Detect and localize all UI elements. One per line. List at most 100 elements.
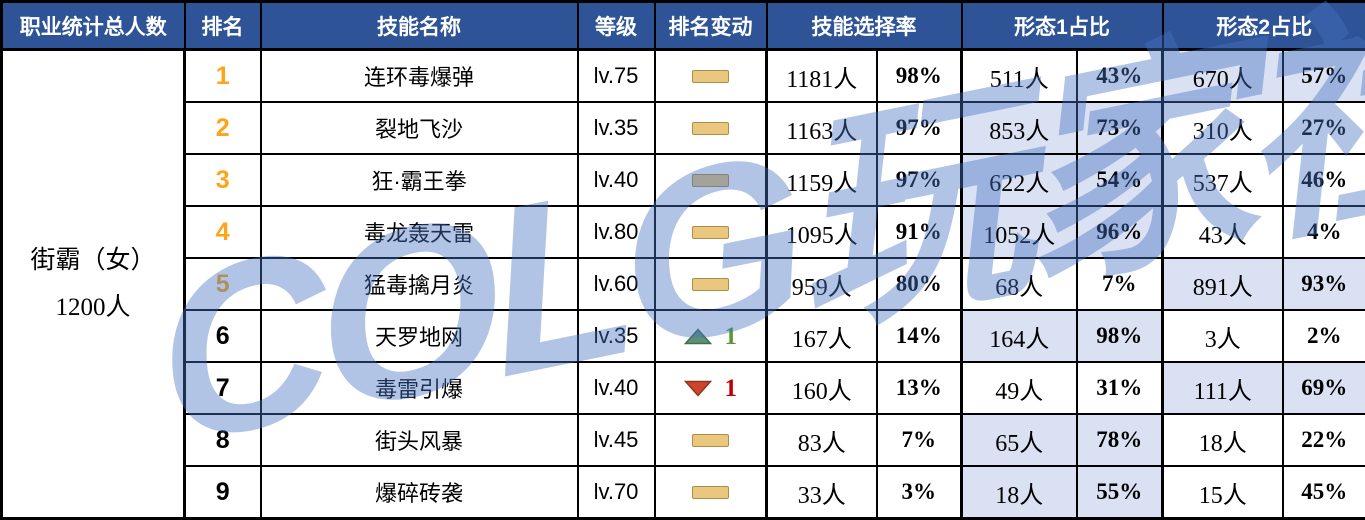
skill-name-cell: 狂·霸王拳 (261, 154, 578, 206)
rank-flat-icon (692, 486, 729, 499)
selection-count-cell: 167人 (767, 310, 877, 362)
rank-change-indicator (692, 486, 729, 499)
selection-count-cell: 160人 (767, 362, 877, 414)
rank-cell: 6 (185, 310, 261, 362)
rank-change-indicator (692, 434, 729, 447)
skill-name-cell: 天罗地网 (261, 310, 578, 362)
selection-pct-cell: 97% (877, 154, 962, 206)
rank-change-cell (655, 154, 767, 206)
skill-name-cell: 爆碎砖袭 (261, 466, 578, 519)
form1-pct-cell: 7% (1077, 258, 1163, 310)
form1-count-cell: 49人 (962, 362, 1077, 414)
header-class-total: 职业统计总人数 (2, 2, 185, 50)
rank-cell: 8 (185, 414, 261, 466)
form1-pct-cell: 78% (1077, 414, 1163, 466)
selection-count-cell: 33人 (767, 466, 877, 519)
rank-change-cell (655, 50, 767, 103)
form1-pct-cell: 96% (1077, 206, 1163, 258)
form1-count-cell: 18人 (962, 466, 1077, 519)
form2-count-cell: 111人 (1163, 362, 1283, 414)
form2-pct-cell: 69% (1283, 362, 1365, 414)
rank-change-indicator (692, 122, 729, 135)
form2-count-cell: 670人 (1163, 50, 1283, 103)
form1-count-cell: 622人 (962, 154, 1077, 206)
form2-pct-cell: 22% (1283, 414, 1365, 466)
selection-pct-cell: 91% (877, 206, 962, 258)
skill-statistics-page: { "header": { "class_total": "职业统计总人数", … (0, 0, 1365, 500)
class-name: 街霸（女） (3, 237, 183, 285)
rank-cell: 2 (185, 102, 261, 154)
form1-count-cell: 511人 (962, 50, 1077, 103)
form2-count-cell: 43人 (1163, 206, 1283, 258)
rank-change-cell (655, 414, 767, 466)
rank-change-value: 1 (725, 324, 738, 349)
selection-count-cell: 1181人 (767, 50, 877, 103)
rank-flat-icon (692, 434, 729, 447)
form1-pct-cell: 54% (1077, 154, 1163, 206)
form2-count-cell: 891人 (1163, 258, 1283, 310)
form1-pct-cell: 55% (1077, 466, 1163, 519)
rank-up-icon (684, 328, 712, 345)
level-cell: lv.75 (578, 50, 655, 103)
selection-pct-cell: 14% (877, 310, 962, 362)
form2-count-cell: 310人 (1163, 102, 1283, 154)
rank-change-cell: 1 (655, 310, 767, 362)
form2-pct-cell: 93% (1283, 258, 1365, 310)
rank-cell: 3 (185, 154, 261, 206)
selection-pct-cell: 3% (877, 466, 962, 519)
form2-pct-cell: 2% (1283, 310, 1365, 362)
level-cell: lv.70 (578, 466, 655, 519)
rank-flat-icon (692, 70, 729, 83)
selection-pct-cell: 7% (877, 414, 962, 466)
selection-count-cell: 1163人 (767, 102, 877, 154)
level-cell: lv.40 (578, 362, 655, 414)
rank-flat-icon (692, 122, 729, 135)
form1-pct-cell: 31% (1077, 362, 1163, 414)
rank-change-value: 1 (725, 376, 738, 401)
rank-change-cell (655, 102, 767, 154)
form2-count-cell: 537人 (1163, 154, 1283, 206)
rank-cell: 4 (185, 206, 261, 258)
header-form1-share: 形态1占比 (962, 2, 1163, 50)
level-cell: lv.45 (578, 414, 655, 466)
selection-pct-cell: 97% (877, 102, 962, 154)
form1-count-cell: 853人 (962, 102, 1077, 154)
rank-change-cell (655, 258, 767, 310)
form2-count-cell: 15人 (1163, 466, 1283, 519)
rank-cell: 7 (185, 362, 261, 414)
form2-count-cell: 18人 (1163, 414, 1283, 466)
form2-count-cell: 3人 (1163, 310, 1283, 362)
selection-pct-cell: 98% (877, 50, 962, 103)
rank-cell: 5 (185, 258, 261, 310)
level-cell: lv.35 (578, 102, 655, 154)
skill-name-cell: 裂地飞沙 (261, 102, 578, 154)
form1-pct-cell: 43% (1077, 50, 1163, 103)
skill-name-cell: 连环毒爆弹 (261, 50, 578, 103)
skill-name-cell: 毒龙轰天雷 (261, 206, 578, 258)
form2-pct-cell: 46% (1283, 154, 1365, 206)
selection-count-cell: 959人 (767, 258, 877, 310)
class-total-count: 1200人 (3, 284, 183, 332)
header-rank: 排名 (185, 2, 261, 50)
form2-pct-cell: 27% (1283, 102, 1365, 154)
header-form2-share: 形态2占比 (1163, 2, 1365, 50)
level-cell: lv.35 (578, 310, 655, 362)
skill-name-cell: 猛毒擒月炎 (261, 258, 578, 310)
rank-change-cell (655, 206, 767, 258)
rank-change-indicator (692, 174, 729, 187)
rank-cell: 1 (185, 50, 261, 103)
skill-name-cell: 街头风暴 (261, 414, 578, 466)
class-summary-cell: 街霸（女）1200人 (2, 50, 185, 519)
selection-count-cell: 83人 (767, 414, 877, 466)
form2-pct-cell: 4% (1283, 206, 1365, 258)
